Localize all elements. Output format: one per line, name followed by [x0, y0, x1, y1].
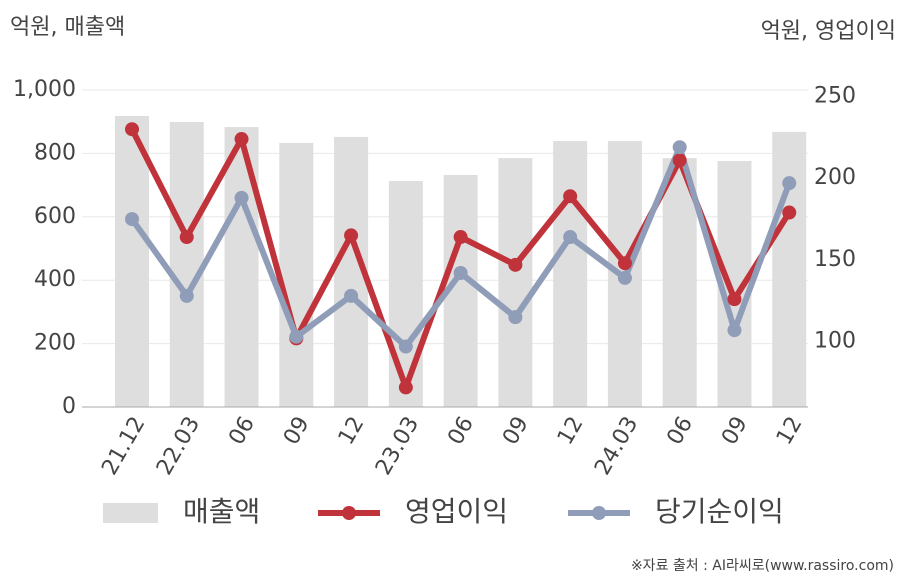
point — [398, 380, 413, 395]
layer-dots — [125, 122, 797, 395]
legend-swatch — [592, 506, 606, 520]
y-tick-label: 400 — [34, 267, 76, 292]
y2-tick-label: 150 — [814, 247, 856, 272]
x-tick-label: 12 — [553, 413, 589, 450]
y-tick-label: 800 — [34, 140, 76, 165]
bar — [553, 141, 588, 408]
point — [727, 323, 742, 338]
legend-label: 당기순이익 — [655, 495, 784, 528]
point — [508, 257, 523, 272]
x-tick-label: 22.03 — [152, 413, 205, 480]
bar — [279, 142, 314, 407]
point — [125, 122, 139, 137]
legend-label: 매출액 — [183, 495, 260, 528]
x-tick-label: 12 — [334, 413, 370, 450]
legend-label: 영업이익 — [405, 495, 508, 528]
point — [234, 132, 249, 147]
y-tick-label: 200 — [34, 331, 76, 356]
point — [344, 288, 359, 303]
point — [398, 339, 413, 354]
layer-bars — [115, 115, 807, 408]
x-tick-label: 12 — [772, 413, 808, 450]
x-tick-label: 21.12 — [97, 413, 150, 480]
point — [344, 228, 359, 243]
point — [617, 256, 632, 271]
x-tick-label: 09 — [279, 413, 315, 450]
point — [782, 205, 797, 220]
point — [289, 329, 304, 344]
point — [672, 153, 687, 168]
bar — [388, 180, 423, 407]
point — [563, 189, 578, 204]
bar — [169, 122, 204, 407]
bar — [772, 131, 807, 407]
bar — [224, 127, 259, 408]
x-tick-label: 06 — [224, 413, 260, 450]
y-tick-label: 0 — [62, 394, 76, 419]
bar — [498, 158, 533, 407]
point — [563, 230, 578, 245]
y-tick-label: 600 — [34, 204, 76, 229]
x-tick-label: 06 — [662, 413, 698, 450]
point — [508, 310, 523, 325]
point — [234, 190, 249, 205]
point — [453, 230, 468, 245]
point — [782, 176, 797, 191]
x-tick-label: 09 — [498, 413, 534, 450]
x-tick-label: 09 — [717, 413, 753, 450]
bar — [115, 115, 149, 407]
point — [727, 292, 742, 307]
bar — [662, 158, 697, 407]
point — [179, 288, 194, 303]
y2-tick-label: 250 — [814, 84, 856, 109]
legend-swatch — [342, 506, 356, 520]
source: ※자료 출처 : AI라씨로(www.rassiro.com) — [631, 558, 894, 574]
y2-tick-label: 100 — [814, 329, 856, 354]
x-tick-label: 23.03 — [371, 413, 424, 480]
y-tick-label: 1,000 — [13, 77, 76, 102]
y-unit-label: 억원, 매출액 — [10, 15, 125, 40]
y2-unit-label: 억원, 영업이익 — [761, 19, 896, 44]
x-tick-label: 24.03 — [590, 413, 643, 480]
point — [672, 140, 687, 155]
legend-swatch — [103, 503, 158, 523]
point — [125, 212, 139, 227]
x-tick-label: 06 — [443, 413, 479, 450]
point — [179, 230, 194, 245]
point — [617, 270, 632, 285]
point — [453, 266, 468, 281]
y2-tick-label: 200 — [814, 165, 856, 190]
